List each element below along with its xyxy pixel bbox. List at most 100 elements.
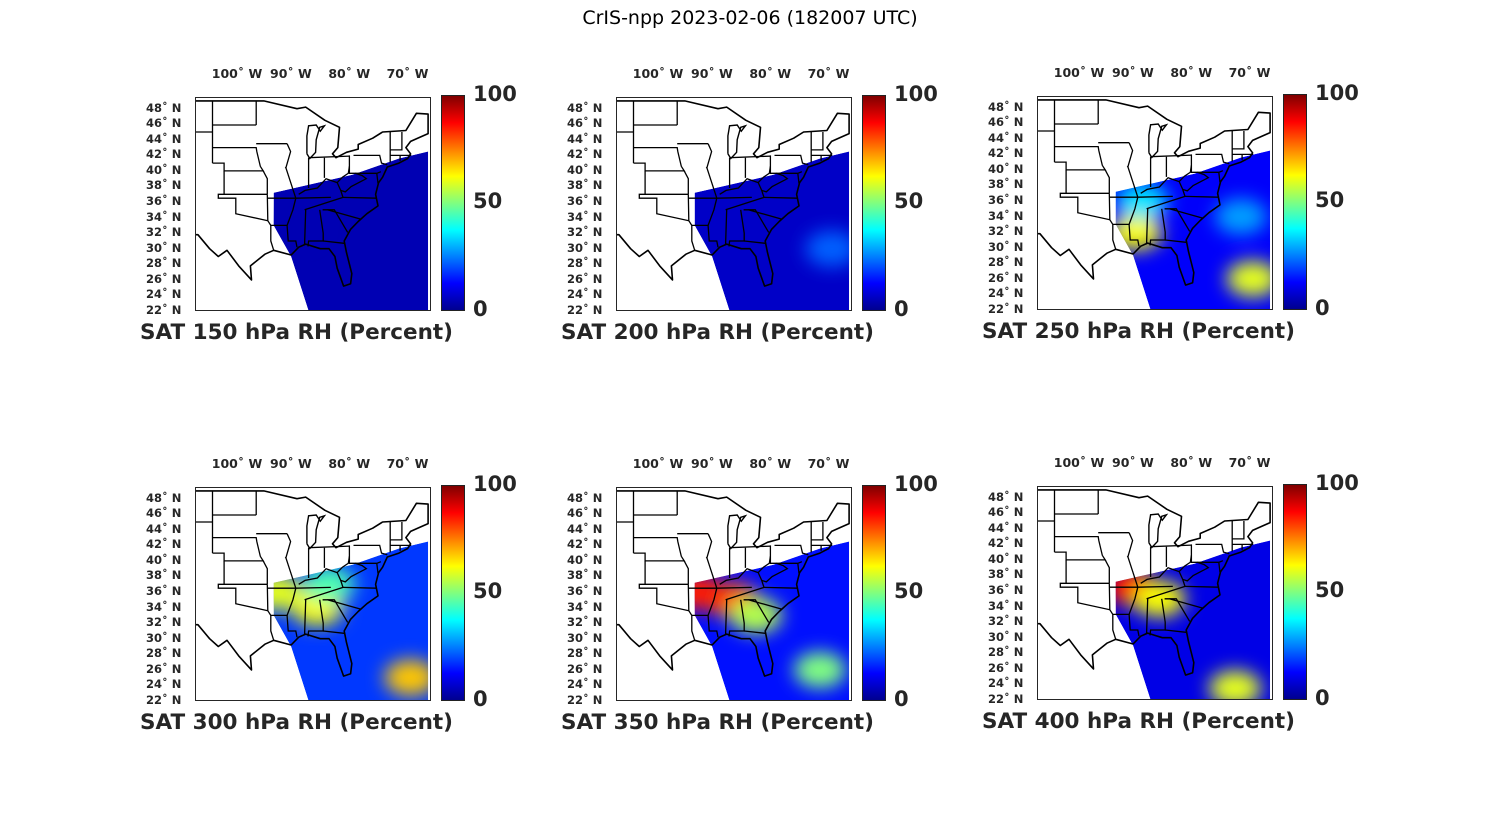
- lat-tick-label: 34˚ N: [146, 209, 182, 224]
- lat-tick-label: 30˚ N: [567, 630, 603, 645]
- lat-tick-label: 40˚ N: [146, 552, 182, 567]
- lat-tick-label: 48˚ N: [146, 490, 182, 505]
- lat-tick-label: 38˚ N: [567, 178, 603, 193]
- lat-tick-label: 38˚ N: [988, 177, 1024, 192]
- lat-tick-label: 42˚ N: [988, 536, 1024, 551]
- lat-tick-label: 48˚ N: [988, 99, 1024, 114]
- lat-tick-label: 48˚ N: [567, 100, 603, 115]
- lon-tick-label: 70˚ W: [1228, 65, 1271, 80]
- lon-tick-label: 80˚ W: [1170, 65, 1213, 80]
- colorbar-max-label: 100: [1315, 471, 1359, 495]
- lon-tick-label: 100˚ W: [632, 456, 684, 471]
- lon-tick-label: 100˚ W: [632, 66, 684, 81]
- rh-map: [171, 487, 431, 701]
- rh-region: [793, 651, 846, 688]
- lat-tick-label: 24˚ N: [567, 677, 603, 692]
- lon-tick-label: 100˚ W: [211, 456, 263, 471]
- lat-tick-label: 26˚ N: [567, 271, 603, 286]
- panel-title: SAT 300 hPa RH (Percent): [140, 710, 453, 735]
- panel-title: SAT 400 hPa RH (Percent): [982, 709, 1295, 734]
- lat-tick-label: 42˚ N: [146, 537, 182, 552]
- lat-tick-label: 40˚ N: [567, 162, 603, 177]
- lon-tick-label: 90˚ W: [1112, 65, 1154, 80]
- lon-tick-label: 70˚ W: [807, 66, 850, 81]
- panel-title: SAT 350 hPa RH (Percent): [561, 710, 874, 735]
- panel-title: SAT 200 hPa RH (Percent): [561, 320, 874, 345]
- lon-tick-label: 80˚ W: [749, 456, 792, 471]
- lat-tick-label: 36˚ N: [567, 584, 603, 599]
- colorbar-min-label: 0: [894, 687, 909, 711]
- lat-tick-label: 36˚ N: [567, 194, 603, 209]
- lat-tick-label: 42˚ N: [988, 146, 1024, 161]
- lat-tick-label: 34˚ N: [988, 208, 1024, 223]
- lat-tick-label: 24˚ N: [146, 677, 182, 692]
- lat-tick-label: 32˚ N: [146, 225, 182, 240]
- swath-background: [273, 151, 429, 311]
- rh-region: [805, 230, 850, 267]
- lat-tick-label: 28˚ N: [988, 255, 1024, 270]
- rh-map: [1013, 96, 1273, 310]
- lat-tick-label: 38˚ N: [988, 567, 1024, 582]
- rh-region: [729, 597, 782, 634]
- rh-map: [171, 97, 431, 311]
- colorbar-mid-label: 50: [473, 579, 503, 603]
- rh-map: [1013, 486, 1273, 700]
- lat-tick-label: 22˚ N: [988, 302, 1024, 316]
- lat-tick-label: 48˚ N: [567, 490, 603, 505]
- lat-tick-label: 36˚ N: [988, 193, 1024, 208]
- colorbar-min-label: 0: [894, 297, 909, 321]
- colorbar-mid-label: 50: [894, 579, 924, 603]
- lat-tick-label: 34˚ N: [988, 598, 1024, 613]
- swath-background: [694, 151, 850, 311]
- lat-tick-label: 22˚ N: [567, 693, 603, 707]
- lat-tick-label: 28˚ N: [567, 646, 603, 661]
- lon-tick-label: 100˚ W: [211, 66, 263, 81]
- lat-tick-label: 24˚ N: [567, 287, 603, 302]
- lon-tick-label: 70˚ W: [807, 456, 850, 471]
- lat-tick-label: 24˚ N: [988, 286, 1024, 301]
- rh-region: [1115, 183, 1168, 220]
- lat-tick-label: 22˚ N: [567, 303, 603, 317]
- lat-tick-label: 28˚ N: [146, 646, 182, 661]
- colorbar: [862, 95, 886, 311]
- lat-tick-label: 30˚ N: [988, 239, 1024, 254]
- lon-tick-label: 70˚ W: [386, 66, 429, 81]
- colorbar-mid-label: 50: [1315, 578, 1345, 602]
- rh-map: [592, 487, 852, 701]
- lat-tick-label: 44˚ N: [988, 520, 1024, 535]
- colorbar-max-label: 100: [894, 82, 938, 106]
- lon-tick-label: 70˚ W: [386, 456, 429, 471]
- colorbar-max-label: 100: [473, 82, 517, 106]
- colorbar-mid-label: 50: [894, 189, 924, 213]
- colorbar: [862, 485, 886, 701]
- lon-tick-label: 70˚ W: [1228, 455, 1271, 470]
- colorbar: [1283, 94, 1307, 310]
- lat-tick-label: 22˚ N: [988, 692, 1024, 706]
- lat-tick-label: 44˚ N: [988, 130, 1024, 145]
- lat-tick-label: 34˚ N: [567, 209, 603, 224]
- rh-map: [592, 97, 852, 311]
- lat-tick-label: 26˚ N: [988, 270, 1024, 285]
- lat-tick-label: 32˚ N: [567, 615, 603, 630]
- lat-tick-label: 34˚ N: [146, 599, 182, 614]
- colorbar-max-label: 100: [894, 472, 938, 496]
- map-panel-350: 100˚ W 90˚ W 80˚ W 70˚ W 48˚ N 46˚ N 44˚ N 42˚ …: [561, 447, 961, 735]
- lat-tick-label: 30˚ N: [988, 629, 1024, 644]
- rh-region: [384, 659, 429, 696]
- lat-tick-label: 42˚ N: [567, 147, 603, 162]
- rh-region: [273, 574, 303, 611]
- lon-tick-label: 90˚ W: [691, 66, 733, 81]
- rh-region: [303, 566, 356, 603]
- colorbar-mid-label: 50: [473, 189, 503, 213]
- lat-tick-label: 28˚ N: [567, 256, 603, 271]
- lat-tick-label: 40˚ N: [988, 161, 1024, 176]
- lat-tick-label: 36˚ N: [146, 584, 182, 599]
- colorbar: [1283, 484, 1307, 700]
- lat-tick-label: 34˚ N: [567, 599, 603, 614]
- lat-tick-label: 44˚ N: [567, 131, 603, 146]
- colorbar-min-label: 0: [473, 297, 488, 321]
- lat-tick-label: 30˚ N: [146, 630, 182, 645]
- lat-tick-label: 36˚ N: [988, 583, 1024, 598]
- figure-title: CrIS-npp 2023-02-06 (182007 UTC): [582, 7, 918, 29]
- map-panel-200: 100˚ W 90˚ W 80˚ W 70˚ W 48˚ N 46˚ N 44˚ N 42˚ …: [561, 57, 961, 345]
